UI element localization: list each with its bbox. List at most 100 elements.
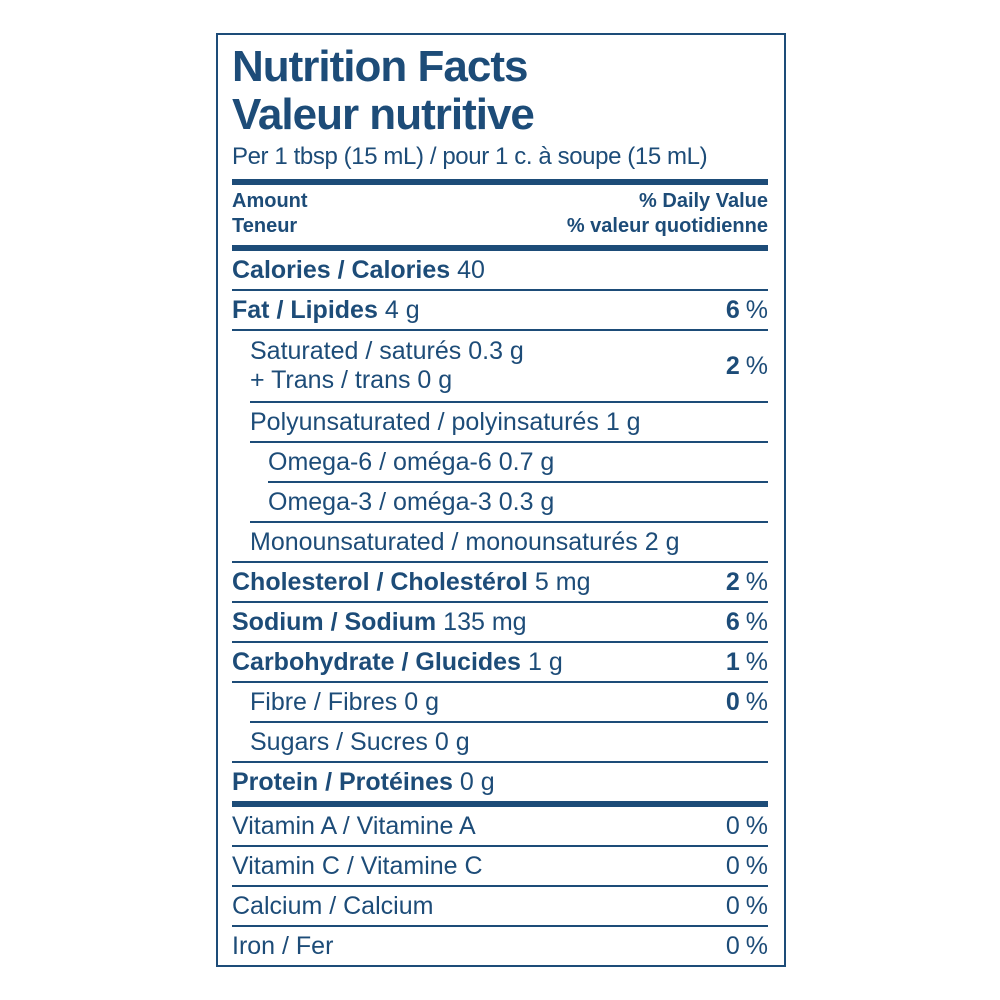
micronutrient-rows: Vitamin A / Vitamine A 0% Vitamin C / Vi… <box>232 807 768 965</box>
nutrient-amount: 0 g <box>404 688 440 716</box>
nutrient-row-text: Fibre / Fibres 0 g <box>250 689 439 715</box>
daily-value-cell: 0% <box>726 893 768 919</box>
nutrient-name: Fibre / Fibres <box>250 688 398 716</box>
nutrient-name: Monounsaturated / monounsaturés <box>250 528 638 556</box>
daily-value-cell: 1% <box>726 649 768 675</box>
nutrient-row: Vitamin A / Vitamine A 0% <box>232 807 768 845</box>
nutrient-row-line1: Carbohydrate / Glucides 1 g <box>232 649 563 675</box>
nutrient-row-line1: Fibre / Fibres 0 g <box>250 689 439 715</box>
nutrient-amount: 135 mg <box>443 608 527 636</box>
nutrient-name: Iron / Fer <box>232 932 334 960</box>
nutrient-row: Saturated / saturés 0.3 g + Trans / trans… <box>232 331 768 401</box>
daily-value-cell: 0% <box>726 933 768 959</box>
nutrient-row-line1: Fat / Lipides 4 g <box>232 297 420 323</box>
percent-sign: % <box>745 688 768 716</box>
nutrient-name: Carbohydrate / Glucides <box>232 648 521 676</box>
label-title-en: Nutrition Facts <box>232 42 528 91</box>
daily-value-number: 0 <box>725 688 740 716</box>
daily-value-number: 0 <box>725 812 740 840</box>
serving-size-text: Per 1 tbsp (15 mL) / pour 1 c. à soupe (… <box>232 143 708 170</box>
nutrient-row-text: Protein / Protéines 0 g <box>232 769 495 795</box>
row-separator <box>232 845 768 847</box>
nutrient-amount: 0.3 g <box>498 488 555 516</box>
nutrient-name: Polyunsaturated / polyinsaturés <box>250 408 599 436</box>
nutrient-amount: 0.3 g <box>468 337 524 365</box>
nutrient-row-text: Sugars / Sucres 0 g <box>250 729 470 755</box>
nutrient-row-line1: Sodium / Sodium 135 mg <box>232 609 527 635</box>
percent-sign: % <box>745 296 768 324</box>
daily-value-number: 2 <box>725 568 740 596</box>
nutrient-row: Cholesterol / Cholestérol 5 mg 2% <box>232 563 768 601</box>
nutrient-row-line1: Vitamin C / Vitamine C <box>232 853 483 879</box>
nutrient-row-text: Iron / Fer <box>232 933 333 959</box>
nutrient-row-line1: Polyunsaturated / polyinsaturés 1 g <box>250 409 641 435</box>
nutrient-amount: 5 mg <box>534 568 591 596</box>
divider-thick-bottom <box>232 801 768 807</box>
daily-value-cell: 0% <box>726 813 768 839</box>
nutrient-row-line1: Omega-6 / oméga-6 0.7 g <box>268 449 554 475</box>
daily-value-header-fr: % valeur quotidienne <box>566 215 768 237</box>
nutrient-amount: 0 g <box>459 768 495 796</box>
nutrient-row-line1: Saturated / saturés 0.3 g <box>250 337 524 366</box>
nutrition-facts-label: Nutrition Facts Valeur nutritive Per 1 t… <box>216 33 786 967</box>
nutrient-row-text: Calcium / Calcium <box>232 893 433 919</box>
nutrient-row-line1: Calcium / Calcium <box>232 893 433 919</box>
nutrient-name: Sodium / Sodium <box>232 608 437 636</box>
daily-value-number: 2 <box>725 352 740 380</box>
daily-value-header-en: % Daily Value <box>639 190 768 212</box>
nutrient-row-text: Cholesterol / Cholestérol 5 mg <box>232 569 590 595</box>
daily-value-number: 0 <box>725 892 740 920</box>
row-separator <box>250 401 768 403</box>
nutrient-name: Sugars / Sucres <box>250 728 428 756</box>
percent-sign: % <box>745 892 768 920</box>
nutrient-row: Sugars / Sucres 0 g <box>232 723 768 761</box>
nutrient-row-text: Fat / Lipides 4 g <box>232 297 420 323</box>
nutrient-name: Calories / Calories <box>232 256 451 284</box>
row-separator <box>232 289 768 291</box>
nutrient-row-text: Calories / Calories 40 <box>232 257 485 283</box>
nutrient-row-text: Monounsaturated / monounsaturés 2 g <box>250 529 680 555</box>
nutrient-amount: 1 g <box>527 648 563 676</box>
nutrient-row: Calcium / Calcium 0% <box>232 887 768 925</box>
daily-value-number: 0 <box>725 852 740 880</box>
nutrient-row: Calories / Calories 40 <box>232 251 768 289</box>
percent-sign: % <box>745 932 768 960</box>
row-separator <box>232 885 768 887</box>
nutrient-row-line1: Iron / Fer <box>232 933 333 959</box>
row-separator <box>232 681 768 683</box>
row-separator <box>232 601 768 603</box>
nutrient-row: Protein / Protéines 0 g <box>232 763 768 801</box>
nutrient-row-text: Omega-6 / oméga-6 0.7 g <box>268 449 554 475</box>
row-separator <box>232 329 768 331</box>
nutrient-row: Fat / Lipides 4 g 6% <box>232 291 768 329</box>
nutrient-row-line1: Monounsaturated / monounsaturés 2 g <box>250 529 680 555</box>
row-separator <box>232 761 768 763</box>
nutrient-amount: 1 g <box>605 408 641 436</box>
nutrient-row: Vitamin C / Vitamine C 0% <box>232 847 768 885</box>
daily-value-number: 0 <box>725 932 740 960</box>
daily-value-number: 6 <box>725 296 740 324</box>
daily-value-header: % Daily Value % valeur quotidienne <box>567 189 768 239</box>
nutrient-row: Omega-6 / oméga-6 0.7 g <box>232 443 768 481</box>
nutrient-name: Omega-6 / oméga-6 <box>268 448 492 476</box>
amount-header-fr: Teneur <box>232 215 298 237</box>
nutrient-name: Protein / Protéines <box>232 768 453 796</box>
nutrient-amount: 0.7 g <box>498 448 555 476</box>
amount-header-en: Amount <box>232 190 308 212</box>
nutrient-row-line1: Vitamin A / Vitamine A <box>232 813 476 839</box>
daily-value-cell: 2% <box>726 353 768 379</box>
nutrient-name: Vitamin A / Vitamine A <box>232 812 476 840</box>
row-separator <box>250 521 768 523</box>
column-header: Amount Teneur % Daily Value % valeur quo… <box>232 185 768 245</box>
daily-value-cell: 0% <box>726 853 768 879</box>
percent-sign: % <box>745 352 768 380</box>
nutrient-row-line1: Omega-3 / oméga-3 0.3 g <box>268 489 554 515</box>
percent-sign: % <box>745 608 768 636</box>
nutrient-row-line1: Protein / Protéines 0 g <box>232 769 495 795</box>
nutrient-name: Saturated / saturés <box>250 337 462 365</box>
nutrient-row-text: Vitamin C / Vitamine C <box>232 853 483 879</box>
nutrient-row: Polyunsaturated / polyinsaturés 1 g <box>232 403 768 441</box>
nutrient-row-line1: Sugars / Sucres 0 g <box>250 729 470 755</box>
row-separator <box>268 481 768 483</box>
